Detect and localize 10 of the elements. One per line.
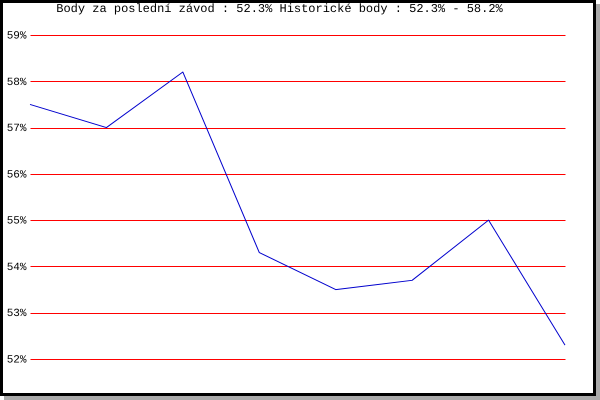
- line-series: [30, 72, 566, 346]
- chart-title: Body za poslední závod : 52.3% Historické body : 52.3% - 58.2%: [56, 2, 504, 16]
- y-tick-label: 53%: [6, 308, 27, 320]
- y-tick-label: 58%: [6, 76, 27, 89]
- y-tick-label: 54%: [6, 262, 27, 274]
- y-tick-label: 57%: [6, 123, 27, 136]
- y-tick-label: 56%: [6, 169, 27, 182]
- y-tick-label: 52%: [6, 354, 27, 366]
- y-tick-label: 55%: [6, 216, 27, 228]
- y-tick-label: 59%: [6, 30, 27, 42]
